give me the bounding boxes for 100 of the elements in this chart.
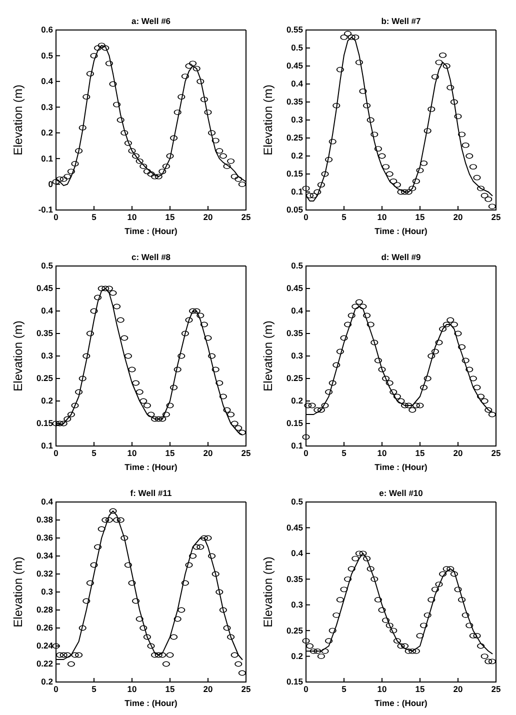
point bbox=[158, 416, 166, 422]
point bbox=[120, 335, 128, 341]
y-tick-label: 0.55 bbox=[286, 24, 304, 35]
y-tick-label: -0.1 bbox=[38, 204, 54, 215]
point bbox=[132, 153, 140, 159]
point bbox=[200, 322, 208, 328]
x-tick-label: 25 bbox=[241, 212, 251, 222]
point bbox=[439, 326, 447, 332]
x-tick-label: 20 bbox=[203, 212, 213, 222]
point bbox=[238, 430, 246, 436]
point bbox=[67, 412, 75, 418]
point bbox=[200, 96, 208, 102]
point bbox=[204, 335, 212, 341]
point bbox=[363, 312, 371, 318]
x-tick-label: 10 bbox=[127, 212, 137, 222]
point bbox=[321, 171, 329, 177]
point bbox=[196, 312, 204, 318]
y-tick-label: 0.4 bbox=[291, 78, 304, 89]
y-tick-label: 0.5 bbox=[291, 42, 304, 53]
point bbox=[454, 114, 462, 120]
point bbox=[469, 632, 477, 638]
point bbox=[109, 508, 117, 514]
point bbox=[454, 330, 462, 336]
point bbox=[162, 661, 170, 667]
point bbox=[98, 42, 106, 48]
point bbox=[378, 607, 386, 613]
point bbox=[401, 402, 409, 408]
point bbox=[390, 628, 398, 634]
point bbox=[178, 353, 186, 359]
point bbox=[185, 562, 193, 568]
point bbox=[181, 580, 189, 586]
x-axis-title: Time : (Hour) bbox=[124, 226, 178, 236]
point bbox=[366, 322, 374, 328]
point bbox=[162, 164, 170, 170]
y-tick-label: 0.35 bbox=[36, 328, 54, 338]
point bbox=[374, 146, 382, 152]
point bbox=[469, 164, 477, 170]
y-axis-title: Elevation (m) bbox=[11, 84, 25, 156]
point bbox=[344, 576, 352, 582]
point bbox=[336, 348, 344, 354]
point bbox=[151, 652, 159, 658]
point bbox=[109, 290, 117, 296]
point bbox=[60, 420, 68, 426]
point bbox=[219, 394, 227, 400]
y-tick-label: 0.2 bbox=[41, 676, 54, 687]
point bbox=[90, 562, 98, 568]
point bbox=[86, 70, 94, 76]
y-tick-label: 0.45 bbox=[286, 283, 304, 294]
point bbox=[477, 186, 485, 192]
point bbox=[234, 661, 242, 667]
point bbox=[304, 402, 312, 408]
y-tick-label: 0.36 bbox=[36, 532, 54, 543]
point bbox=[488, 412, 496, 418]
x-tick-label: 20 bbox=[203, 448, 213, 458]
y-axis-title: Elevation (m) bbox=[261, 84, 275, 156]
point bbox=[227, 634, 235, 640]
y-tick-label: 0.4 bbox=[41, 76, 54, 86]
point bbox=[170, 634, 178, 640]
point bbox=[336, 596, 344, 602]
point bbox=[158, 652, 166, 658]
point bbox=[314, 189, 322, 195]
y-tick-label: 0.45 bbox=[36, 283, 54, 294]
x-axis-title: Time : (Hour) bbox=[124, 698, 178, 708]
point bbox=[174, 616, 182, 622]
point bbox=[439, 52, 447, 58]
point bbox=[128, 366, 136, 372]
point bbox=[67, 168, 75, 174]
point bbox=[113, 517, 121, 523]
point bbox=[52, 178, 60, 184]
x-tick-label: 20 bbox=[453, 684, 463, 694]
point bbox=[404, 648, 412, 654]
x-tick-label: 5 bbox=[342, 212, 347, 222]
y-tick-label: 0.28 bbox=[36, 604, 54, 615]
point bbox=[64, 174, 72, 180]
x-tick-label: 20 bbox=[453, 212, 463, 222]
y-tick-label: 0.3 bbox=[291, 114, 304, 125]
point bbox=[401, 189, 409, 195]
point bbox=[196, 544, 204, 550]
point bbox=[223, 164, 231, 170]
point bbox=[302, 434, 310, 440]
point bbox=[450, 322, 458, 328]
point bbox=[386, 622, 394, 628]
point bbox=[477, 643, 485, 649]
point bbox=[208, 130, 216, 136]
y-axis-title: Elevation (m) bbox=[261, 556, 275, 628]
point bbox=[75, 148, 83, 154]
y-tick-label: 0.45 bbox=[286, 60, 304, 71]
y-tick-label: 0.2 bbox=[41, 396, 54, 406]
y-tick-label: 0.5 bbox=[291, 260, 304, 271]
point bbox=[82, 598, 90, 604]
point bbox=[363, 556, 371, 562]
point bbox=[404, 402, 412, 408]
point bbox=[98, 526, 106, 532]
point bbox=[192, 308, 200, 314]
point bbox=[442, 322, 450, 328]
point bbox=[216, 380, 224, 386]
point bbox=[390, 389, 398, 395]
point bbox=[94, 544, 102, 550]
x-tick-label: 20 bbox=[453, 448, 463, 458]
point bbox=[393, 394, 401, 400]
